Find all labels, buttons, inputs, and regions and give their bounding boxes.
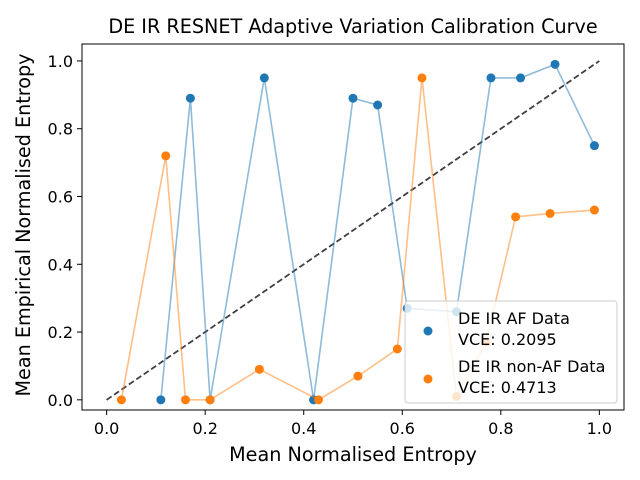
series-1-point <box>589 205 599 215</box>
axes: 0.0 0.2 0.4 0.6 0.8 1.0 0.0 0.2 0.4 0.6 0.8 1.0 <box>48 43 625 438</box>
legend: DE IR AF Data VCE: 0.2095 DE IR non-AF D… <box>404 300 618 404</box>
legend-label-non-af-vce: VCE: 0.4713 <box>458 378 557 397</box>
y-tick-label: 0.8 <box>48 120 73 139</box>
series-1-point <box>205 395 215 405</box>
series-0-point <box>156 395 166 405</box>
legend-label-af-name: DE IR AF Data <box>458 309 570 328</box>
series-0-point <box>259 73 269 83</box>
y-tick-label: 0.0 <box>48 391 73 410</box>
series-1-point <box>417 73 427 83</box>
y-tick-label: 0.4 <box>48 255 73 274</box>
series-1-point <box>545 208 555 218</box>
legend-label-af-vce: VCE: 0.2095 <box>458 330 557 349</box>
series-1-point <box>161 151 171 161</box>
series-0-point <box>486 73 496 83</box>
x-tick-label: 0.4 <box>291 419 316 438</box>
series-0-point <box>373 100 383 110</box>
series-0-point <box>550 59 560 69</box>
x-axis-label: Mean Normalised Entropy <box>229 443 477 466</box>
y-tick-label: 1.0 <box>48 52 73 71</box>
series-1-point <box>392 344 402 354</box>
series-0-point <box>589 141 599 151</box>
legend-marker-af <box>423 326 433 336</box>
series-0-point <box>185 93 195 103</box>
series-0-point <box>516 73 526 83</box>
plot-area <box>106 59 600 405</box>
y-tick-label: 0.6 <box>48 188 73 207</box>
legend-marker-non-af <box>423 374 433 384</box>
series-1-point <box>254 364 264 374</box>
series-0-point <box>348 93 358 103</box>
series-1-point <box>116 395 126 405</box>
axes-frame <box>81 43 625 411</box>
series-1-point <box>353 371 363 381</box>
chart-title: DE IR RESNET Adaptive Variation Calibrat… <box>108 15 597 38</box>
x-tick-label: 0.2 <box>192 419 217 438</box>
series-1-point <box>314 395 324 405</box>
reference-diagonal-line <box>106 60 600 401</box>
series-1-point <box>180 395 190 405</box>
x-tick-label: 0.6 <box>390 419 415 438</box>
series-1-point <box>511 212 521 222</box>
legend-frame <box>404 300 618 404</box>
x-tick-label: 0.8 <box>488 419 513 438</box>
x-tick-label: 0.0 <box>94 419 119 438</box>
y-axis-label: Mean Empirical Normalised Entropy <box>12 53 35 396</box>
legend-label-non-af-name: DE IR non-AF Data <box>458 357 605 376</box>
x-tick-label: 1.0 <box>587 419 612 438</box>
y-tick-label: 0.2 <box>48 323 73 342</box>
